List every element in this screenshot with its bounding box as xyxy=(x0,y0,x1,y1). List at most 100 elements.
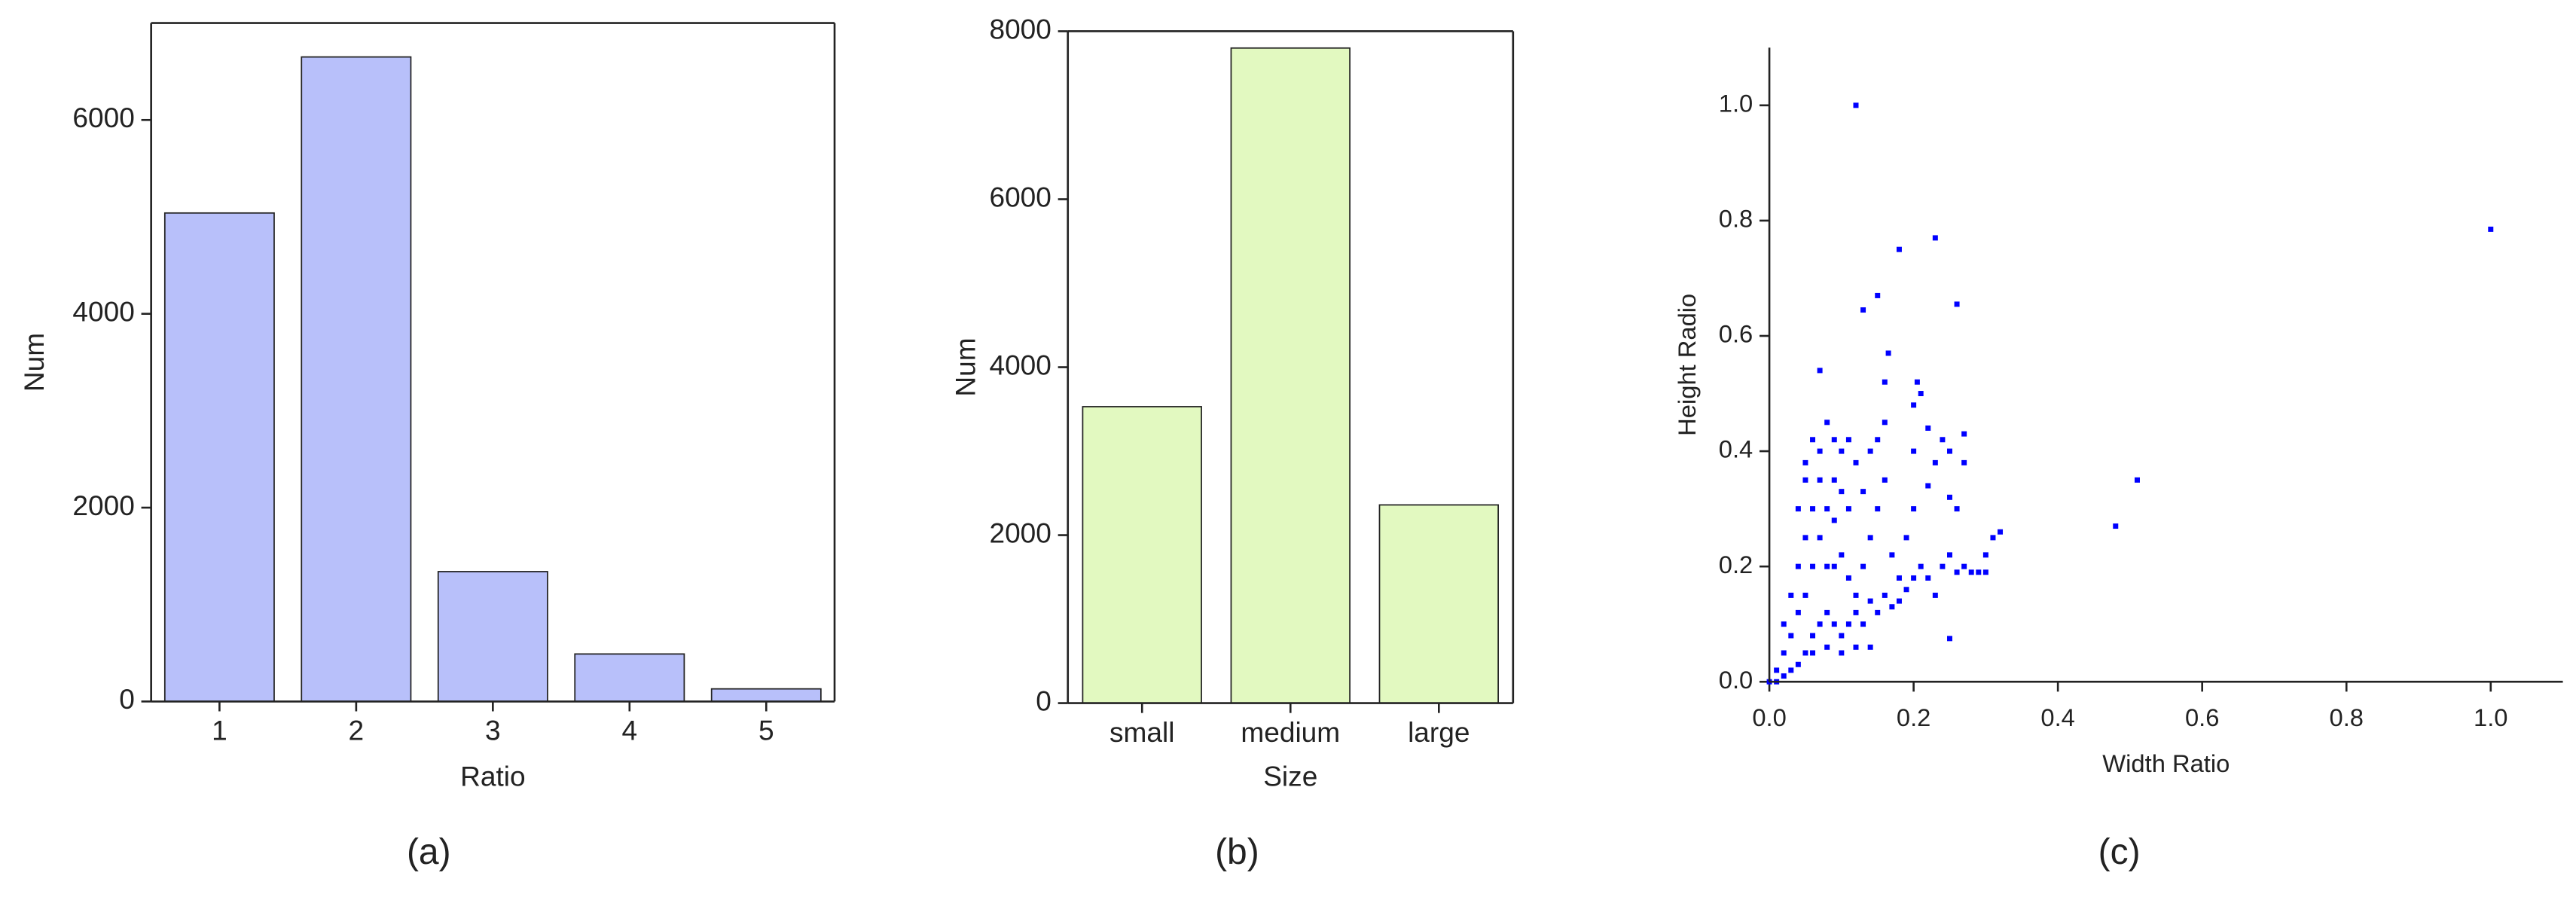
x-axis-label: Ratio xyxy=(460,761,526,792)
point xyxy=(1788,667,1794,673)
point xyxy=(1839,448,1845,454)
bar xyxy=(1230,47,1351,704)
point xyxy=(1976,569,1982,575)
bar xyxy=(1378,504,1499,704)
y-tick-label: 0 xyxy=(1036,685,1051,716)
bar xyxy=(437,571,548,703)
bar xyxy=(1082,406,1202,704)
point xyxy=(1925,483,1931,489)
point xyxy=(1839,489,1845,495)
point xyxy=(1824,609,1830,615)
point xyxy=(1788,633,1794,639)
x-tick-label: 0.4 xyxy=(2040,703,2074,731)
point xyxy=(1947,494,1952,500)
bar xyxy=(163,212,275,703)
point xyxy=(1947,448,1952,454)
y-tick-label: 2000 xyxy=(989,517,1051,548)
point xyxy=(1817,448,1823,454)
caption: (a) xyxy=(407,832,451,872)
point xyxy=(1860,621,1866,627)
point xyxy=(1875,437,1881,443)
point xyxy=(1954,301,1960,307)
point xyxy=(1831,621,1837,627)
point xyxy=(1810,633,1816,639)
point xyxy=(1867,448,1873,454)
point xyxy=(1845,506,1851,512)
point xyxy=(1824,644,1830,650)
y-tick-label: 1.0 xyxy=(1719,89,1753,117)
point xyxy=(1781,621,1787,627)
point xyxy=(1911,402,1917,408)
point xyxy=(1781,673,1787,679)
caption: (b) xyxy=(1215,832,1259,872)
y-tick-label: 0.8 xyxy=(1719,205,1753,233)
point xyxy=(1954,569,1960,575)
point xyxy=(1817,621,1823,627)
point xyxy=(1795,506,1801,512)
point xyxy=(1968,569,1974,575)
point xyxy=(1961,431,1967,437)
point xyxy=(1875,609,1881,615)
point xyxy=(1824,506,1830,512)
y-tick-label: 8000 xyxy=(989,13,1051,44)
point xyxy=(1853,609,1859,615)
x-tick-label: 1.0 xyxy=(2474,703,2507,731)
x-tick-label: medium xyxy=(1241,716,1340,748)
point xyxy=(1824,563,1830,569)
y-tick-label: 6000 xyxy=(72,102,134,133)
point xyxy=(1839,633,1845,639)
point xyxy=(1889,552,1895,558)
point xyxy=(1795,563,1801,569)
point xyxy=(1925,425,1931,431)
point xyxy=(1860,307,1866,313)
point xyxy=(1845,575,1851,581)
point xyxy=(1889,604,1895,610)
point xyxy=(1802,477,1808,483)
x-tick-label: 5 xyxy=(758,715,774,746)
y-axis-label: Num xyxy=(18,333,50,392)
x-tick-label: 0.0 xyxy=(1752,703,1786,731)
y-tick-label: 0.4 xyxy=(1719,435,1753,463)
point xyxy=(1932,592,1938,598)
point xyxy=(2135,477,2140,483)
point xyxy=(1831,517,1837,523)
y-axis-label: Num xyxy=(949,337,981,396)
point xyxy=(1882,592,1888,598)
point xyxy=(1831,563,1837,569)
point xyxy=(1875,506,1881,512)
point xyxy=(1831,477,1837,483)
point xyxy=(1954,506,1960,512)
point xyxy=(1795,661,1801,667)
point xyxy=(1896,246,1902,252)
point xyxy=(1914,379,1920,385)
point xyxy=(1875,292,1881,298)
y-tick-label: 2000 xyxy=(72,490,134,521)
point xyxy=(1982,552,1988,558)
point xyxy=(2488,226,2494,232)
bar xyxy=(710,688,822,703)
point xyxy=(1853,644,1859,650)
point xyxy=(1839,552,1845,558)
bar xyxy=(301,56,412,703)
point xyxy=(1885,350,1891,356)
point xyxy=(1882,420,1888,426)
y-tick-label: 0.2 xyxy=(1719,551,1753,578)
point xyxy=(1853,459,1859,465)
x-tick-label: 1 xyxy=(212,715,227,746)
point xyxy=(2113,523,2119,529)
point xyxy=(1918,563,1924,569)
point xyxy=(1903,587,1909,593)
point xyxy=(1817,368,1823,374)
point xyxy=(1947,636,1952,642)
x-axis-label: Width Ratio xyxy=(2102,749,2230,777)
point xyxy=(1781,650,1787,656)
y-tick-label: 0.0 xyxy=(1719,666,1753,694)
point xyxy=(1831,437,1837,443)
point xyxy=(1961,459,1967,465)
y-tick-label: 0.6 xyxy=(1719,320,1753,348)
y-axis-label: Height Radio xyxy=(1673,294,1701,436)
point xyxy=(1774,667,1780,673)
x-tick-label: 3 xyxy=(485,715,501,746)
point xyxy=(1802,535,1808,541)
